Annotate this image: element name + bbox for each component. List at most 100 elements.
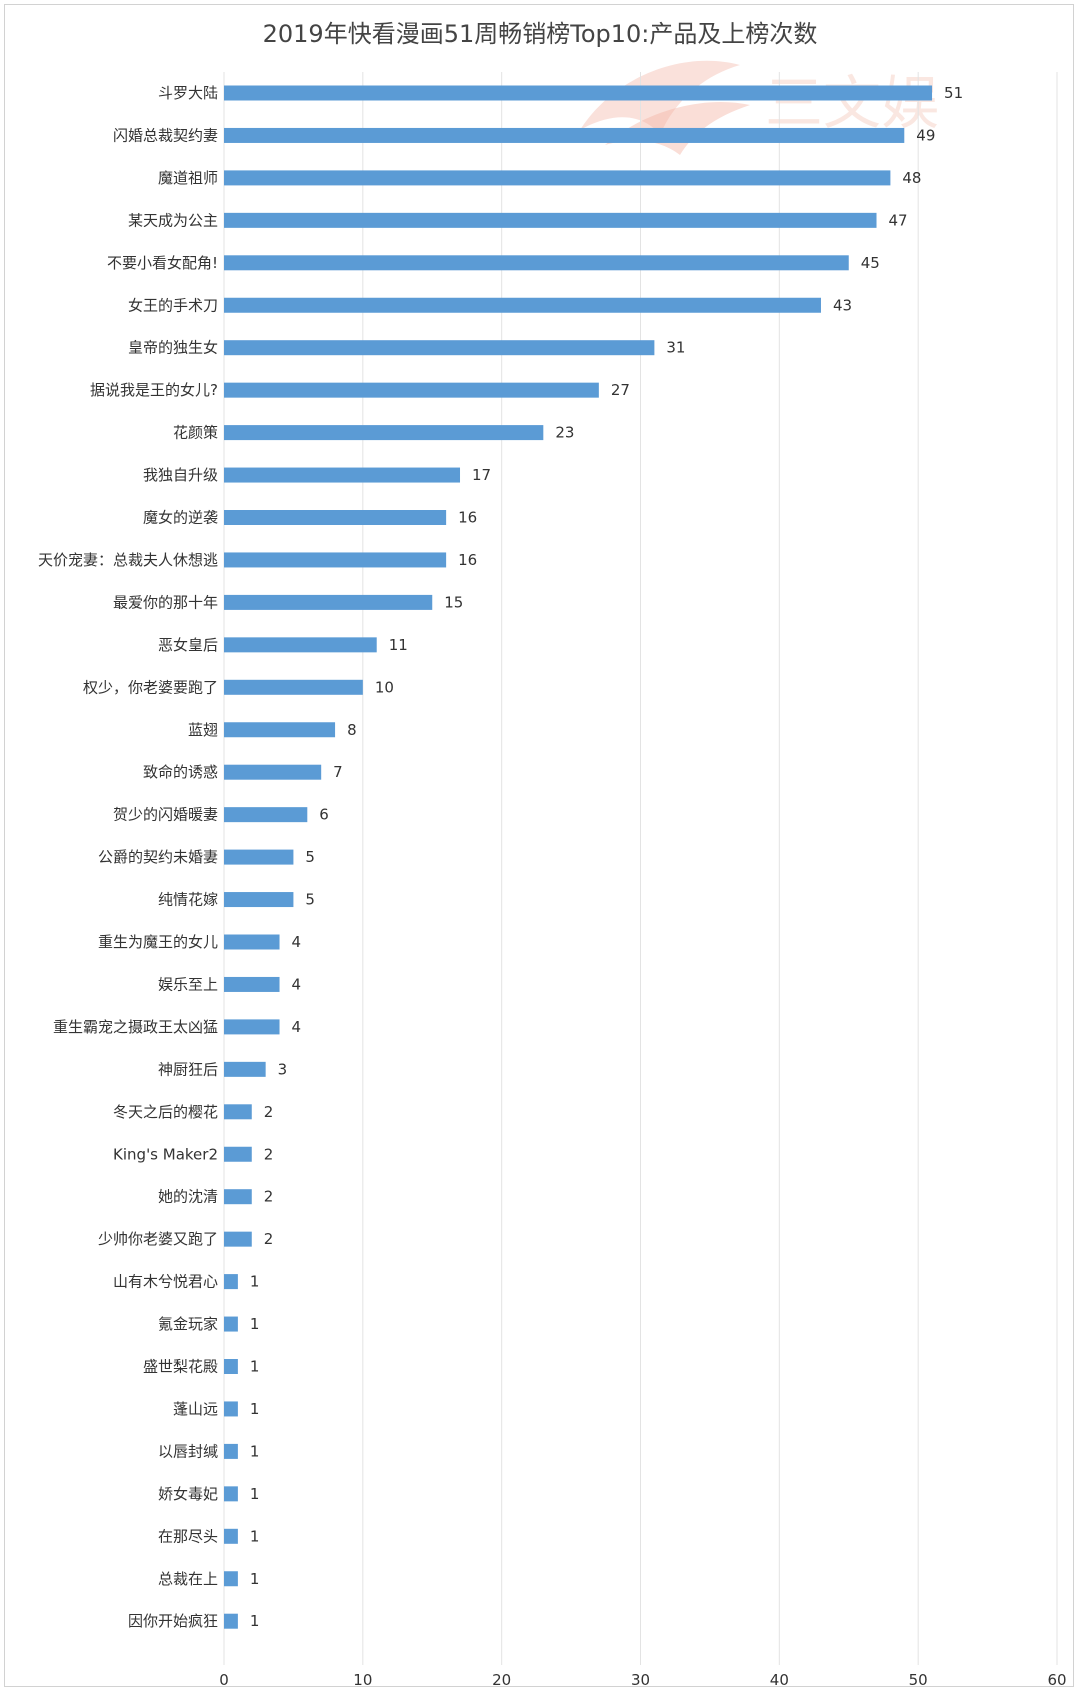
grid-layer xyxy=(223,72,1058,1665)
x-tick-label: 40 xyxy=(770,1671,789,1688)
category-label: 权少，你老婆要跑了 xyxy=(83,678,218,696)
bar xyxy=(224,1528,238,1544)
value-label: 1 xyxy=(250,1442,260,1460)
category-label: 蓬山远 xyxy=(173,1400,218,1418)
bar xyxy=(224,1401,238,1417)
bar xyxy=(224,849,294,865)
category-label: 冬天之后的樱花 xyxy=(113,1103,218,1121)
value-label: 2 xyxy=(264,1145,274,1163)
bar xyxy=(224,934,280,950)
bar xyxy=(224,1443,238,1459)
category-label: 最爱你的那十年 xyxy=(113,593,218,611)
category-label: 蓝翅 xyxy=(188,721,218,739)
bar xyxy=(224,764,322,780)
value-label: 23 xyxy=(555,424,574,442)
bar xyxy=(224,170,891,186)
bar xyxy=(224,255,849,271)
bar xyxy=(224,1613,238,1629)
value-label: 4 xyxy=(292,1018,302,1036)
bar xyxy=(224,340,655,356)
category-label: 以唇封缄 xyxy=(158,1442,218,1460)
category-label: King's Maker2 xyxy=(113,1145,218,1163)
bar xyxy=(224,1359,238,1374)
value-label: 48 xyxy=(902,169,921,187)
chart-frame: 三文娱 斗罗大陆 51 闪婚总裁契约妻 49 魔道祖师 48 某天成为公主 47 不要小看女配角… xyxy=(4,4,1074,1688)
category-label: 恶女皇后 xyxy=(158,636,218,654)
value-label: 11 xyxy=(389,636,408,654)
category-label: 闪婚总裁契约妻 xyxy=(113,126,218,144)
category-label: 总裁在上 xyxy=(158,1570,218,1588)
category-label: 娱乐至上 xyxy=(158,975,218,993)
watermark-text: 三文娱 xyxy=(765,69,939,137)
bar xyxy=(224,425,544,441)
bar xyxy=(224,1231,252,1247)
value-label: 2 xyxy=(264,1103,274,1121)
bar xyxy=(224,467,461,483)
bar xyxy=(224,1104,252,1120)
value-label: 1 xyxy=(250,1315,260,1333)
value-label: 15 xyxy=(444,593,463,611)
bar xyxy=(224,127,905,143)
category-label: 花颜策 xyxy=(173,424,218,442)
bars-layer xyxy=(224,85,933,1629)
bar xyxy=(224,382,599,398)
category-label: 重生为魔王的女儿 xyxy=(98,933,218,951)
value-label: 31 xyxy=(666,339,685,357)
value-label: 1 xyxy=(250,1400,260,1418)
category-label: 少帅你老婆又跑了 xyxy=(98,1230,218,1248)
x-tick-label: 50 xyxy=(909,1671,928,1688)
category-label: 盛世梨花殿 xyxy=(143,1358,218,1376)
value-label: 49 xyxy=(916,126,935,144)
value-label: 51 xyxy=(944,84,963,102)
x-tick-label: 0 xyxy=(219,1671,229,1688)
bar xyxy=(224,1571,238,1587)
category-label: 贺少的闪婚暖妻 xyxy=(113,806,218,824)
bar xyxy=(224,552,447,568)
value-label: 43 xyxy=(833,296,852,314)
value-label: 5 xyxy=(305,848,315,866)
value-label: 5 xyxy=(305,891,315,909)
category-label: 公爵的契约未婚妻 xyxy=(98,848,218,866)
value-label: 2 xyxy=(264,1188,274,1206)
category-label: 神厨狂后 xyxy=(158,1060,218,1078)
category-label: 致命的诱惑 xyxy=(143,763,218,781)
category-label: 纯情花嫁 xyxy=(158,891,218,909)
bar xyxy=(224,976,280,992)
category-label: 不要小看女配角! xyxy=(107,254,218,272)
value-label: 1 xyxy=(250,1273,260,1291)
category-label: 斗罗大陆 xyxy=(158,84,218,102)
value-label: 17 xyxy=(472,466,491,484)
value-label: 1 xyxy=(250,1485,260,1503)
x-tick-label: 10 xyxy=(353,1671,372,1688)
bar xyxy=(224,594,433,610)
value-label: 45 xyxy=(861,254,880,272)
value-label: 16 xyxy=(458,551,477,569)
value-label: 10 xyxy=(375,678,394,696)
category-label: 氪金玩家 xyxy=(158,1315,218,1333)
category-label: 魔道祖师 xyxy=(158,169,218,187)
x-tick-label: 20 xyxy=(492,1671,511,1688)
value-label: 3 xyxy=(278,1060,288,1078)
bar xyxy=(224,1316,238,1332)
category-label: 某天成为公主 xyxy=(128,211,218,229)
bar xyxy=(224,807,308,823)
value-label: 47 xyxy=(889,211,908,229)
bar xyxy=(224,1019,280,1035)
value-label: 1 xyxy=(250,1612,260,1630)
value-label: 7 xyxy=(333,763,343,781)
bar xyxy=(224,85,933,101)
x-axis-ticks: 0 10 20 30 40 50 60 xyxy=(219,1671,1066,1688)
bar xyxy=(224,1274,238,1290)
value-label: 1 xyxy=(250,1570,260,1588)
bar xyxy=(224,1146,252,1162)
bar xyxy=(224,722,336,738)
value-label: 1 xyxy=(250,1358,260,1376)
bar xyxy=(224,1061,266,1077)
category-label: 娇女毒妃 xyxy=(158,1485,218,1503)
category-label: 天价宠妻：总裁夫人休想逃 xyxy=(38,551,218,569)
value-label: 1 xyxy=(250,1527,260,1545)
value-label: 6 xyxy=(319,806,329,824)
bar xyxy=(224,212,877,228)
